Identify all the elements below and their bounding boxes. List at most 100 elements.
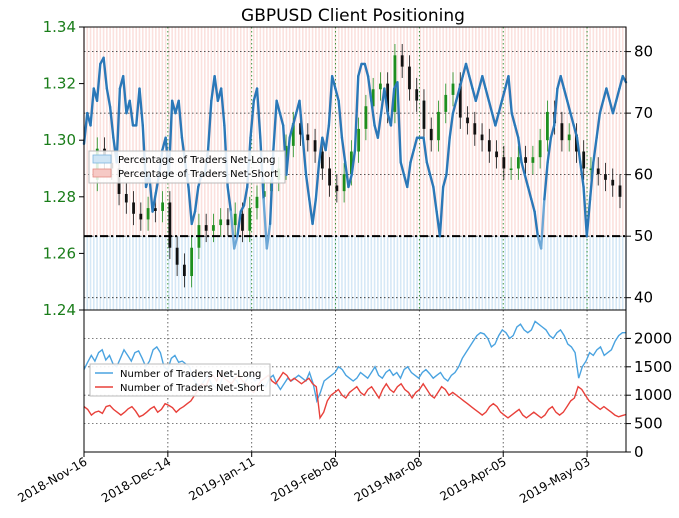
net-long-percent-segment (108, 105, 115, 139)
net-long-percent-segment (249, 99, 255, 139)
net-long-percent-segment (177, 99, 184, 139)
price-candle-body (611, 179, 615, 186)
net-long-percent-segment (494, 111, 500, 127)
net-long-percent-segment (615, 87, 621, 103)
net-long-percent-segment (611, 99, 618, 115)
price-candle-body (596, 168, 600, 175)
legend-swatch-net-long (92, 154, 112, 164)
price-candle-body (313, 140, 317, 152)
net-long-percent-segment (464, 62, 471, 78)
left-axis-tick-label: 1.28 (43, 188, 76, 206)
net-long-percent-segment (262, 198, 269, 250)
net-long-percent-segment (546, 136, 553, 164)
net-long-percent-segment (366, 75, 373, 103)
net-long-percent-segment (288, 124, 295, 139)
net-long-percent-segment (370, 99, 376, 127)
net-long-percent-segment (526, 185, 533, 201)
net-long-percent-segment (311, 198, 318, 226)
price-candle-body (444, 94, 448, 112)
price-candle-body (618, 185, 622, 197)
net-long-percent-segment (621, 75, 628, 84)
price-candle-body (531, 157, 535, 163)
price-candle-body (182, 264, 186, 277)
price-candle-body (226, 219, 230, 226)
right-axis-tick-label: 60 (634, 166, 653, 184)
price-candle-body (146, 208, 150, 220)
net-long-percent-segment (389, 87, 396, 127)
legend-top: Percentage of Traders Net-Long Percentag… (88, 150, 286, 184)
price-candle-body (306, 134, 310, 141)
net-long-percent-segment (82, 111, 89, 146)
net-long-percent-segment (605, 87, 611, 103)
net-long-percent-segment (255, 87, 262, 139)
net-long-percent-segment (549, 124, 556, 139)
price-candle-body (393, 55, 397, 112)
net-long-percent-segment (595, 111, 602, 139)
net-long-percent-segment (585, 198, 592, 238)
left-axis-tick-label: 1.30 (43, 131, 76, 149)
net-long-percent-segment (441, 173, 448, 189)
price-candle-body (545, 111, 549, 141)
x-axis-tick-label: 2019-Feb-08 (268, 454, 341, 504)
price-candle-body (233, 213, 237, 226)
net-long-percent-segment (376, 111, 383, 139)
net-long-percent-segment (533, 210, 540, 238)
net-long-percent-segment (350, 148, 357, 176)
legend-label-net-short: Percentage of Traders Net-Short (118, 169, 278, 180)
left-axis-tick-label: 1.32 (43, 75, 76, 93)
net-long-percent-segment (242, 185, 249, 207)
price-candle-body (429, 128, 433, 141)
net-long-percent-segment (121, 75, 128, 115)
net-long-percent-segment (481, 75, 487, 90)
net-long-percent-segment (219, 87, 226, 127)
net-long-percent-segment (334, 87, 340, 103)
x-axis-tick-label: 2018-Dec-14 (99, 454, 173, 505)
price-candle-body (437, 111, 440, 141)
net-long-percent-segment (618, 75, 624, 90)
net-long-percent-segment (128, 99, 135, 127)
net-long-percent-segment (559, 75, 566, 90)
price-candle-body (480, 134, 484, 141)
net-long-percent-segment (115, 87, 122, 164)
net-long-percent-segment (344, 161, 350, 189)
price-candle-body (422, 100, 426, 129)
price-candle-body (291, 123, 295, 146)
price-candle-body (538, 140, 542, 158)
net-long-percent-segment (278, 111, 285, 127)
net-long-percent-segment (226, 185, 233, 213)
bottom-right-axis-tick-label: 1500 (634, 358, 672, 376)
price-candle-body (451, 83, 455, 95)
price-candle-body (458, 83, 462, 118)
net-long-percent-segment (474, 87, 481, 103)
net-long-percent-segment (484, 87, 491, 103)
price-candle-body (241, 213, 244, 231)
net-long-percent-segment (327, 75, 334, 127)
legend-label-net-long: Percentage of Traders Net-Long (118, 155, 276, 166)
x-axis-tick-label: 2019-May-03 (517, 454, 592, 506)
price-candle-body (415, 89, 419, 101)
bottom-panel-frame (83, 309, 627, 453)
price-candle-body (509, 168, 513, 170)
right-axis-tick-label: 40 (634, 289, 653, 307)
net-long-percent-segment (281, 124, 288, 176)
x-axis-tick-label: 2018-Nov-16 (15, 454, 89, 505)
price-candle-body (379, 83, 382, 90)
legend-swatch-net-short (92, 168, 112, 178)
net-long-percent-segment (552, 87, 559, 127)
net-long-percent-segment (412, 136, 419, 152)
net-long-percent-segment (187, 185, 193, 226)
net-long-percent-segment (425, 161, 432, 176)
net-long-percent-segment (399, 161, 406, 176)
price-candle-body (190, 247, 194, 277)
price-candle-body (124, 193, 128, 203)
net-long-percent-segment (455, 87, 461, 103)
price-candle-body (357, 128, 361, 152)
net-long-percent-segment (317, 136, 324, 164)
net-long-percent-segment (193, 185, 200, 213)
top-panel: 1.24 1.26 1.28 1.30 1.32 1.34 40 50 60 70 80 (43, 18, 654, 319)
net-long-percent-segment (301, 136, 308, 176)
net-long-percent-segment (206, 99, 213, 152)
net-long-percent-segment (353, 75, 360, 152)
net-long-percent-segment (190, 210, 197, 226)
net-long-percent-segment (468, 75, 474, 90)
